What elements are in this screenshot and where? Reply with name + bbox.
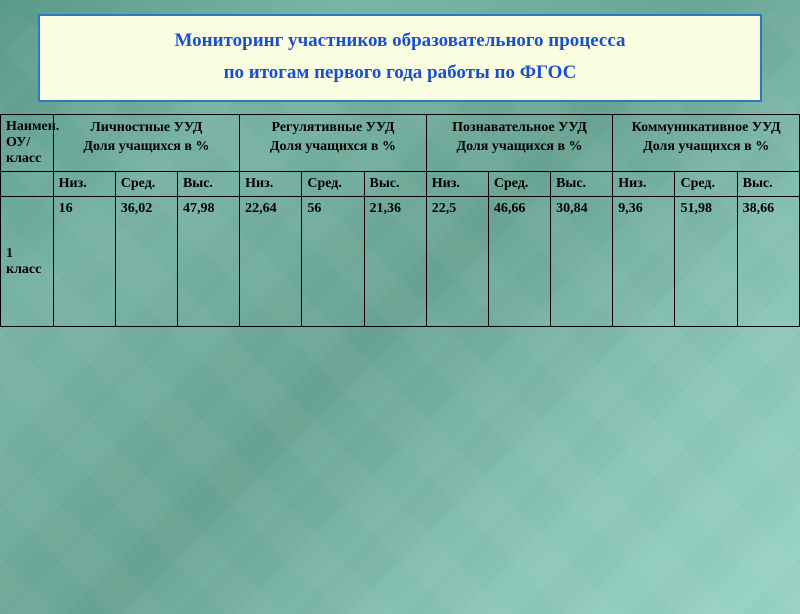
group-sub-2: Доля учащихся в %: [456, 139, 582, 154]
level-3-0: Низ.: [613, 172, 675, 197]
group-header-2: Познавательное УУД Доля учащихся в %: [426, 115, 613, 172]
cell-0-6: 22,5: [426, 197, 488, 327]
level-0-1: Сред.: [115, 172, 177, 197]
cell-0-9: 9,36: [613, 197, 675, 327]
level-3-2: Выс.: [737, 172, 799, 197]
level-1-0: Низ.: [240, 172, 302, 197]
group-header-1: Регулятивные УУД Доля учащихся в %: [240, 115, 427, 172]
row-label-header: Наимен. ОУ/класс: [1, 115, 54, 172]
cell-0-1: 36,02: [115, 197, 177, 327]
header-row-groups: Наимен. ОУ/класс Личностные УУД Доля уча…: [1, 115, 800, 172]
title-line-1: Мониторинг участников образовательного п…: [50, 30, 750, 52]
level-3-1: Сред.: [675, 172, 737, 197]
cell-0-2: 47,98: [177, 197, 239, 327]
group-name-1: Регулятивные УУД: [271, 120, 394, 135]
title-line-2: по итогам первого года работы по ФГОС: [50, 62, 750, 84]
header-row-levels: Низ. Сред. Выс. Низ. Сред. Выс. Низ. Сре…: [1, 172, 800, 197]
level-0-2: Выс.: [177, 172, 239, 197]
cell-0-4: 56: [302, 197, 364, 327]
level-1-1: Сред.: [302, 172, 364, 197]
level-2-2: Выс.: [551, 172, 613, 197]
group-header-0: Личностные УУД Доля учащихся в %: [53, 115, 240, 172]
cell-0-5: 21,36: [364, 197, 426, 327]
cell-0-3: 22,64: [240, 197, 302, 327]
levels-spacer: [1, 172, 54, 197]
level-2-0: Низ.: [426, 172, 488, 197]
group-sub-0: Доля учащихся в %: [83, 139, 209, 154]
monitoring-table: Наимен. ОУ/класс Личностные УУД Доля уча…: [0, 114, 800, 327]
level-1-2: Выс.: [364, 172, 426, 197]
table-row: 1 класс 16 36,02 47,98 22,64 56 21,36 22…: [1, 197, 800, 327]
group-name-3: Коммуникативное УУД: [632, 120, 781, 135]
row-label-0: 1 класс: [1, 197, 54, 327]
cell-0-8: 30,84: [551, 197, 613, 327]
group-sub-3: Доля учащихся в %: [643, 139, 769, 154]
group-name-0: Личностные УУД: [90, 120, 202, 135]
group-header-3: Коммуникативное УУД Доля учащихся в %: [613, 115, 800, 172]
cell-0-10: 51,98: [675, 197, 737, 327]
level-0-0: Низ.: [53, 172, 115, 197]
group-name-2: Познавательное УУД: [452, 120, 587, 135]
level-2-1: Сред.: [488, 172, 550, 197]
title-box: Мониторинг участников образовательного п…: [38, 14, 762, 102]
cell-0-7: 46,66: [488, 197, 550, 327]
cell-0-11: 38,66: [737, 197, 799, 327]
cell-0-0: 16: [53, 197, 115, 327]
group-sub-1: Доля учащихся в %: [270, 139, 396, 154]
